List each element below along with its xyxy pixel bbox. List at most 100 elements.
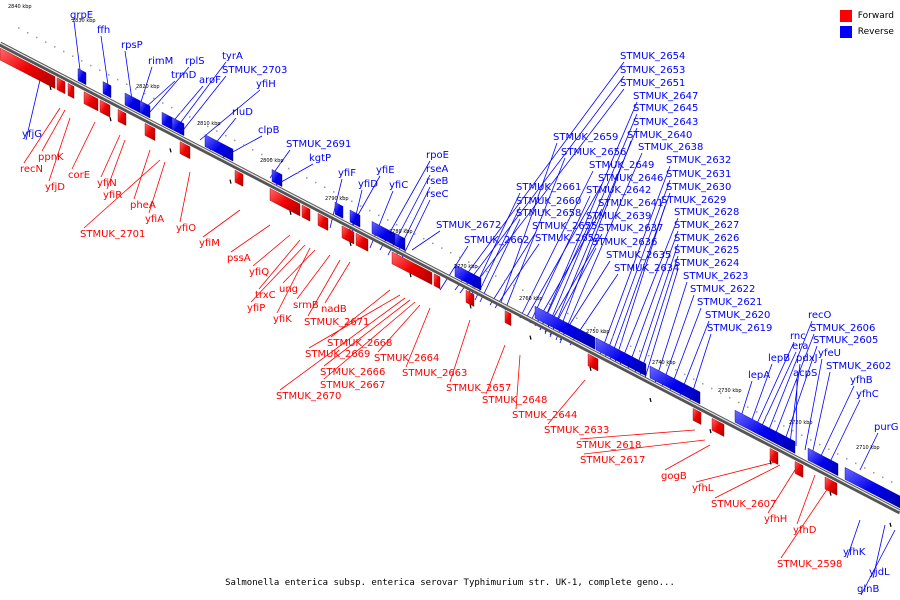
leader-line-yfhl — [695, 461, 776, 483]
gene-label-yfhd: yfhD — [793, 525, 817, 536]
leader-line-stmuk-2663 — [405, 307, 431, 368]
leader-line-trxc — [258, 239, 301, 290]
leader-line-ppnk — [41, 109, 66, 152]
scale-dot — [522, 289, 524, 291]
gene-label-stmuk-2664: STMUK_2664 — [374, 353, 439, 364]
scale-dot — [711, 387, 713, 390]
leader-line-stmuk-2644 — [515, 354, 521, 410]
scale-dot — [477, 266, 479, 268]
leader-line-stmuk-2671 — [307, 259, 341, 317]
gene-label-rlud: rluD — [232, 107, 253, 118]
gene-label-stmuk-2627: STMUK_2627 — [674, 220, 739, 231]
leader-line-stmuk-2626 — [634, 243, 679, 373]
gene-label-srmb: srmB — [293, 300, 319, 311]
scale-dot — [225, 135, 227, 137]
reverse-gene-glyph — [844, 467, 900, 509]
leader-line-lepb — [749, 363, 773, 426]
scale-dot — [342, 195, 344, 198]
gene-label-stmuk-2629: STMUK_2629 — [661, 195, 726, 206]
leader-line-yfim — [202, 209, 241, 238]
leader-line-stmuk-2662 — [439, 245, 469, 291]
gene-label-ung: ung — [279, 284, 298, 295]
leader-line-ung — [282, 249, 316, 284]
scale-ticks: 2840 kbp 2830 kbp 2820 kbp 2810 kbp 2800 kbp… — [8, 4, 880, 451]
leader-line-stmuk-2670 — [279, 297, 406, 391]
forward-gene-glyph — [824, 476, 838, 496]
minor-tick — [829, 491, 832, 496]
scale-dot — [423, 237, 425, 240]
scale-dot — [279, 163, 281, 165]
minor-tick — [349, 241, 352, 247]
genome-backbone — [0, 41, 900, 515]
gene-label-pdxj: pdxJ — [796, 353, 818, 364]
scale-dot — [630, 345, 632, 348]
scale-dot — [675, 369, 677, 371]
gene-label-stmuk-2625: STMUK_2625 — [674, 245, 739, 256]
gene-label-stmuk-2651: STMUK_2651 — [620, 78, 685, 89]
gene-label-stmuk-2653: STMUK_2653 — [620, 65, 685, 76]
leader-line-stmuk-2631 — [604, 179, 671, 359]
forward-gene-glyph — [83, 91, 99, 112]
gene-label-yfir: yfiR — [103, 190, 122, 201]
gene-label-yjdl: yjdL — [869, 567, 890, 578]
gene-label-stmuk-2641: STMUK_2641 — [598, 198, 663, 209]
scale-dot — [270, 158, 272, 160]
leader-line-ffh — [100, 35, 109, 86]
gene-label-stmuk-2669: STMUK_2669 — [305, 349, 370, 360]
scale-dot — [693, 378, 695, 380]
gene-label-yfim: yfiM — [199, 238, 220, 249]
leader-line-stmuk-2632 — [599, 165, 671, 356]
forward-gene-glyph — [0, 47, 56, 89]
scale-dot — [540, 298, 542, 301]
leader-line-stmuk-2628 — [619, 217, 679, 366]
minor-tick — [469, 304, 472, 309]
gene-label-stmuk-2630: STMUK_2630 — [666, 182, 731, 193]
scale-dot — [369, 209, 371, 212]
leader-line-yfik — [276, 247, 311, 314]
scale-tick-label: 2840 kbp — [8, 4, 32, 10]
forward-gene-glyph — [67, 83, 75, 99]
gene-label-stmuk-2658: STMUK_2658 — [516, 208, 581, 219]
scale-dot — [351, 200, 353, 203]
scale-tick-label: 2730 kbp — [718, 388, 742, 394]
gene-label-stmuk-2659: STMUK_2659 — [553, 132, 618, 143]
forward-gene-glyph — [341, 225, 355, 245]
scale-dot — [144, 92, 146, 95]
leader-line-stmuk-2659 — [499, 142, 558, 306]
scale-dot — [873, 471, 875, 474]
scale-dot — [153, 97, 155, 100]
gene-label-yfio: yfiO — [176, 223, 196, 234]
forward-gene-glyph — [179, 141, 191, 160]
scale-dot — [72, 55, 74, 57]
scale-tick-label: 2740 kbp — [652, 360, 676, 366]
scale-dot — [432, 242, 434, 245]
scale-dot — [297, 172, 299, 174]
leader-line-stmuk-2652 — [494, 243, 540, 309]
leader-line-stmuk-2647 — [539, 101, 638, 331]
gene-label-yfeu: yfeU — [818, 348, 841, 359]
forward-gene-glyph — [711, 417, 725, 437]
gene-label-stmuk-2607: STMUK_2607 — [711, 499, 776, 510]
leader-line-grpe — [73, 20, 81, 71]
leader-line-rpls — [149, 66, 190, 113]
minor-tick — [769, 460, 772, 465]
leader-line-glnb — [860, 529, 896, 596]
gene-label-stmuk-2644: STMUK_2644 — [512, 410, 577, 421]
gene-label-yfie: yfiE — [376, 165, 395, 176]
gene-label-stmuk-2642: STMUK_2642 — [586, 185, 651, 196]
reverse-gene-glyph — [454, 264, 482, 291]
scale-dot — [612, 336, 614, 338]
scale-dot — [747, 406, 749, 408]
scale-dot — [504, 280, 506, 282]
leader-line-arof — [169, 85, 204, 126]
forward-gene-glyph — [117, 109, 127, 126]
leader-line-stmuk-2703 — [179, 75, 227, 135]
leader-line-rsec — [399, 199, 431, 263]
gene-label-stmuk-2662: STMUK_2662 — [464, 235, 529, 246]
gene-label-lepa: lepA — [748, 370, 770, 381]
leader-line-stmuk-2651 — [465, 88, 625, 297]
leader-line-gogb — [664, 444, 711, 471]
leader-line-yfhd — [796, 474, 816, 525]
gene-label-stmuk-2602: STMUK_2602 — [826, 361, 891, 372]
